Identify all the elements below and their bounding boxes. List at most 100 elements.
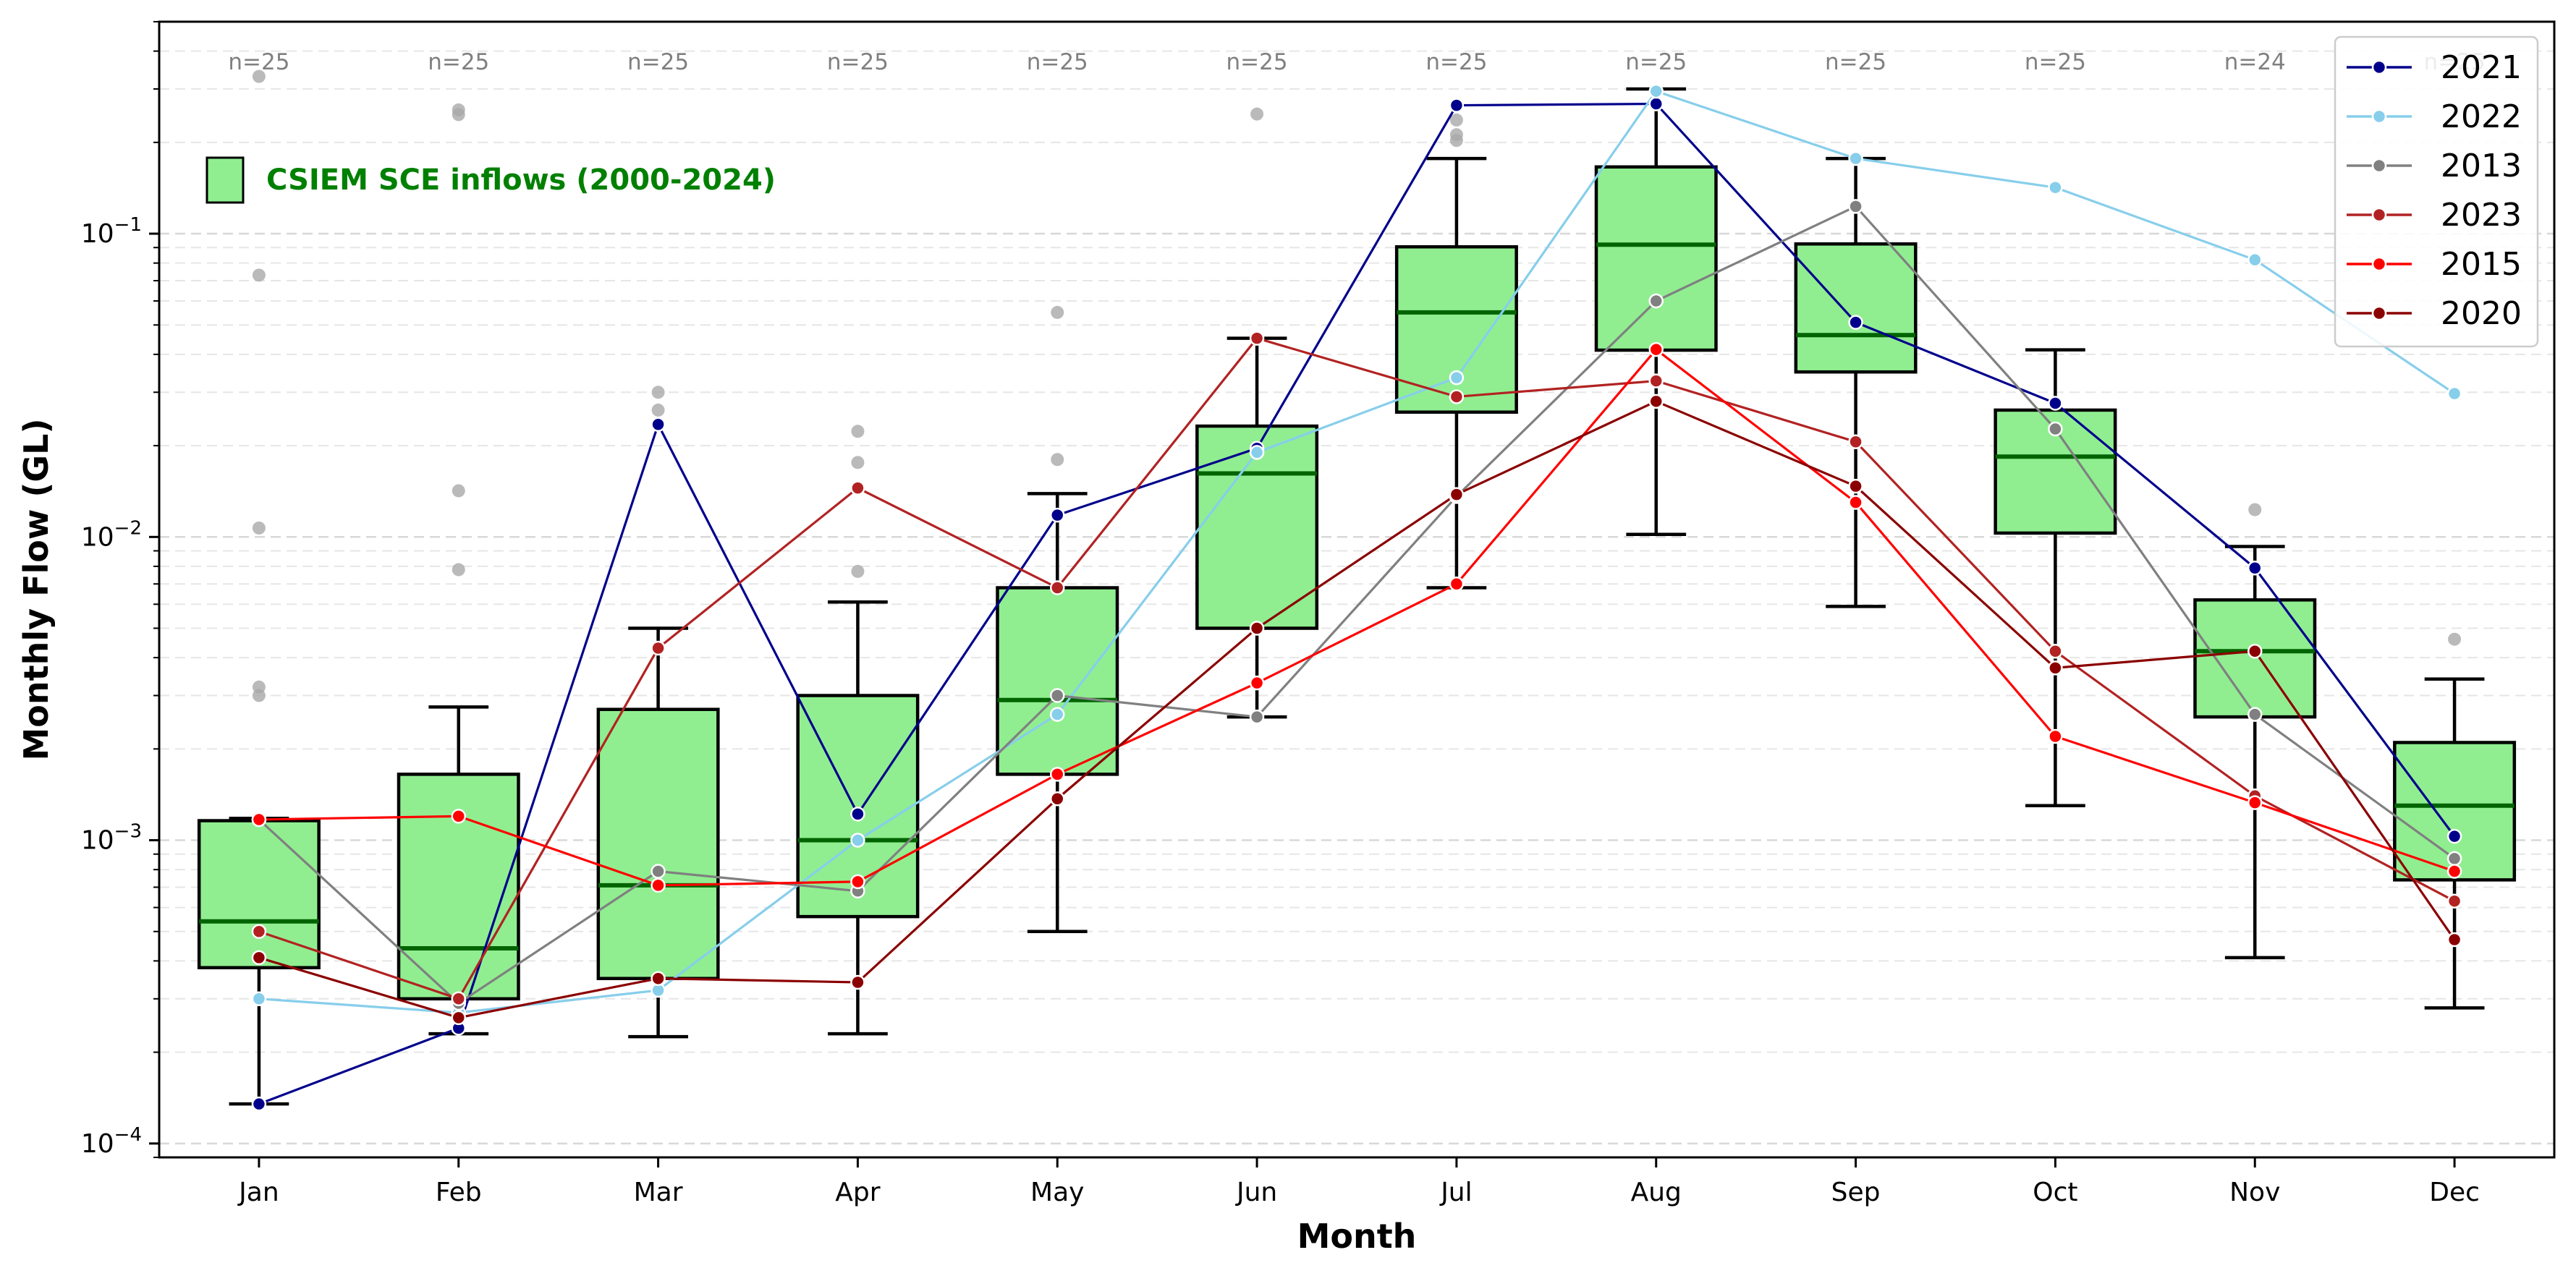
outlier-point	[651, 386, 665, 399]
y-tick-base: 10	[81, 826, 114, 856]
series-line-2022	[258, 90, 2455, 1014]
series-point-2020	[2048, 660, 2063, 676]
outlier-point	[1250, 107, 1264, 121]
series-point-2021	[1648, 96, 1664, 111]
legend-entry-2023: 2023	[2347, 197, 2522, 234]
x-tick-label: Jan	[237, 1178, 279, 1207]
series-point-2015	[451, 809, 466, 824]
legend-entry-2020: 2020	[2347, 295, 2522, 332]
y-tick-exponent: −4	[114, 1124, 142, 1146]
x-tick-label: Mar	[634, 1178, 683, 1207]
sample-count-label: n=25	[2025, 49, 2086, 75]
outlier-point	[252, 268, 266, 282]
box-may	[996, 586, 1119, 776]
legend-marker	[2371, 256, 2387, 272]
legend-label: 2020	[2441, 295, 2522, 332]
sample-count-label: n=25	[428, 49, 489, 75]
x-tick-label: Feb	[436, 1178, 482, 1207]
series-point-2013	[1249, 709, 1265, 725]
series-point-2022	[1449, 370, 1465, 386]
series-point-2020	[2247, 644, 2263, 659]
legend: 2021 2022 2013 2023 2015 2020	[2334, 35, 2539, 348]
y-tick-exponent: −2	[114, 517, 142, 539]
series-point-2021	[651, 417, 666, 432]
series-point-2015	[251, 812, 267, 828]
series-point-2023	[2048, 644, 2063, 659]
outlier-point	[252, 689, 266, 702]
x-tick-label: Sep	[1831, 1178, 1881, 1207]
series-point-2013	[2446, 851, 2462, 867]
box-jan	[197, 819, 321, 969]
series-point-2013	[1848, 199, 1863, 214]
boxes	[197, 165, 2517, 1001]
legend-entry-2022: 2022	[2347, 98, 2522, 135]
box-mar	[596, 707, 720, 980]
series-point-2023	[1050, 580, 1065, 595]
year-series-lines	[258, 90, 2456, 1105]
x-tick-label: Jun	[1235, 1178, 1277, 1207]
series-point-2015	[1050, 767, 1065, 782]
legend-marker	[2371, 59, 2387, 75]
legend-marker	[2371, 207, 2387, 223]
series-point-2013	[1050, 688, 1065, 703]
sample-count-label: n=25	[827, 49, 889, 75]
outlier-point	[452, 484, 465, 498]
series-point-2015	[2247, 795, 2263, 810]
legend-label: 2021	[2441, 49, 2522, 86]
outlier-point	[252, 69, 266, 83]
series-point-2013	[2048, 421, 2063, 437]
outlier-point	[651, 403, 665, 417]
series-point-2020	[451, 1010, 466, 1026]
legend-entry-2013: 2013	[2347, 148, 2522, 184]
series-point-2023	[1449, 389, 1465, 404]
series-point-2022	[1249, 445, 1265, 460]
series-point-2021	[1449, 98, 1465, 113]
plot-frame	[158, 20, 2556, 1159]
sample-count-label: n=24	[2224, 49, 2286, 75]
outlier-point	[851, 564, 865, 578]
series-point-2020	[1449, 487, 1465, 502]
outlier-point	[851, 425, 865, 438]
series-point-2023	[251, 924, 267, 940]
series-point-2023	[451, 991, 466, 1007]
box-series-label: CSIEM SCE inflows (2000-2024)	[266, 163, 776, 197]
series-point-2022	[2247, 252, 2263, 268]
outlier-point	[2448, 632, 2462, 646]
series-point-2021	[1848, 315, 1863, 330]
y-tick-base: 10	[81, 1129, 114, 1159]
outlier-point	[452, 108, 465, 122]
legend-label: 2013	[2441, 148, 2522, 184]
y-tick-base: 10	[81, 219, 114, 249]
x-tick-label: Jul	[1439, 1178, 1472, 1207]
series-point-2022	[2048, 179, 2063, 195]
series-point-2015	[1449, 576, 1465, 592]
series-point-2022	[251, 991, 267, 1007]
x-tick-label: Oct	[2033, 1178, 2077, 1207]
outlier-point	[1449, 113, 1463, 127]
whiskers	[229, 87, 2485, 1106]
series-point-2013	[2247, 707, 2263, 722]
series-point-2021	[2446, 828, 2462, 844]
y-tick-label: 10−2	[81, 517, 142, 552]
box-jul	[1394, 244, 1518, 414]
legend-marker	[2371, 109, 2387, 124]
series-point-2022	[1848, 150, 1863, 166]
series-point-2021	[251, 1096, 267, 1112]
outlier-point	[2248, 503, 2262, 516]
x-tick-label: May	[1030, 1178, 1084, 1207]
series-point-2020	[1050, 791, 1065, 807]
x-tick-label: Aug	[1631, 1178, 1682, 1207]
box-sep	[1794, 242, 1918, 374]
series-point-2020	[850, 974, 865, 990]
y-tick-exponent: −1	[114, 214, 142, 236]
sample-count-label: n=25	[1027, 49, 1088, 75]
outlier-point	[252, 521, 266, 535]
series-point-2023	[1848, 434, 1863, 449]
sample-count-labels: n=25 n=25 n=25 n=25 n=25 n=25 n=25 n=25 n=25 n=25…	[228, 49, 2485, 75]
series-point-2022	[2446, 386, 2462, 401]
sample-count-label: n=25	[1625, 49, 1687, 75]
series-line-2015	[258, 347, 2455, 887]
series-point-2013	[651, 864, 666, 879]
x-axis-title: Month	[1297, 1217, 1417, 1256]
